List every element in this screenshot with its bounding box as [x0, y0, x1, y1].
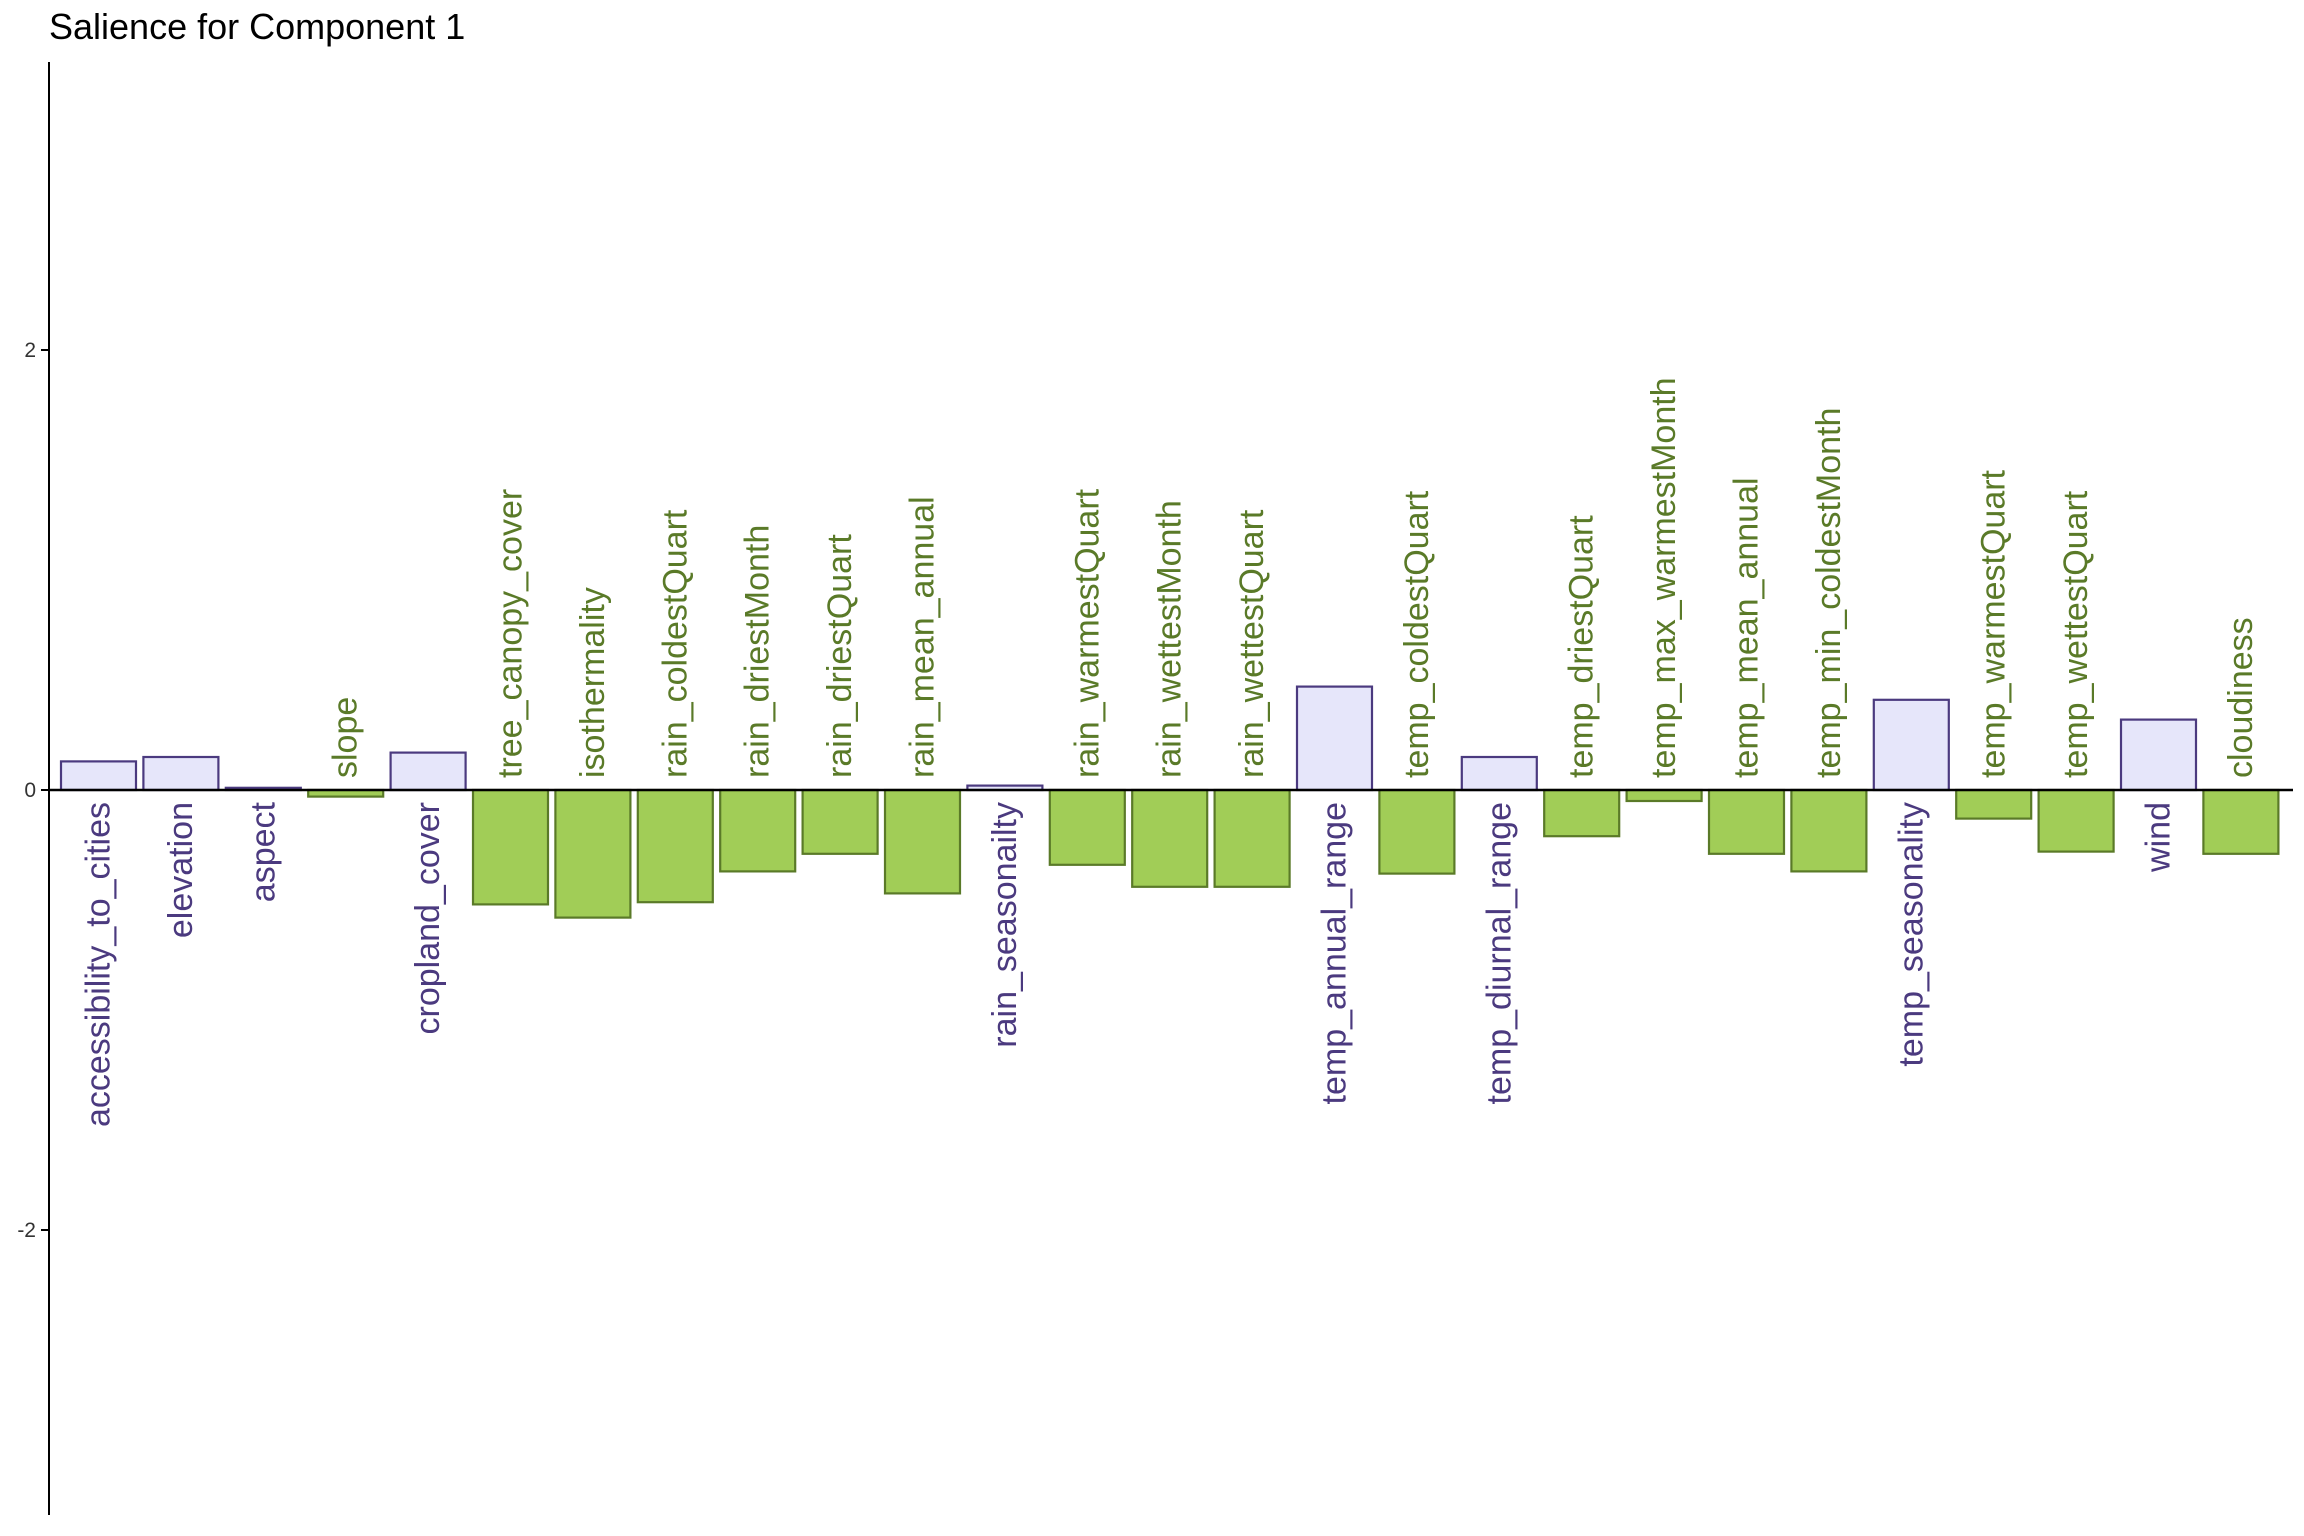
bar-label-elevation: elevation — [162, 802, 200, 938]
bar-label-temp_annual_range: temp_annual_range — [1316, 802, 1354, 1104]
bar-elevation — [142, 755, 220, 792]
bar-labels: accessibility_to_cities elevation aspect sl… — [80, 377, 2260, 1127]
bar-temp_wettestQuart — [2037, 788, 2115, 853]
bar-label-rain_warmestQuart: rain_warmestQuart — [1068, 488, 1106, 778]
bar-wind — [2119, 718, 2198, 792]
bar-label-aspect: aspect — [244, 801, 282, 902]
bar-label-temp_wettestQuart: temp_wettestQuart — [2057, 490, 2095, 778]
bar-rain_wettestQuart — [1213, 788, 1291, 888]
bar-tree_canopy_cover — [471, 788, 550, 906]
bar-rain_driestQuart — [801, 788, 879, 855]
bar-label-slope: slope — [327, 697, 365, 778]
bar-cropland_cover — [389, 751, 467, 792]
bar-label-temp_diurnal_range: temp_diurnal_range — [1480, 802, 1518, 1104]
y-tick-label: 0 — [24, 779, 36, 802]
bar-rain_coldestQuart — [636, 788, 714, 904]
bar-label-accessibility_to_cities: accessibility_to_cities — [80, 802, 118, 1127]
bar-label-temp_seasonality: temp_seasonality — [1892, 802, 1930, 1067]
bar-label-isothermality: isothermality — [574, 587, 612, 778]
bar-label-rain_wettestQuart: rain_wettestQuart — [1233, 509, 1271, 778]
bar-label-wind: wind — [2140, 802, 2178, 873]
y-tick-label: -2 — [17, 1219, 36, 1242]
bar-label-temp_min_coldestMonth: temp_min_coldestMonth — [1810, 408, 1848, 778]
bar-label-temp_warmestQuart: temp_warmestQuart — [1975, 469, 2013, 778]
bar-cloudiness — [2202, 788, 2280, 855]
bar-label-cropland_cover: cropland_cover — [409, 802, 447, 1034]
bar-rain_wettestMonth — [1131, 788, 1209, 888]
bar-temp_driestQuart — [1543, 788, 1621, 838]
bar-label-cloudiness: cloudiness — [2222, 617, 2260, 778]
bar-temp_annual_range — [1295, 685, 1374, 792]
bar-temp_min_coldestMonth — [1790, 788, 1868, 873]
bar-label-temp_driestQuart: temp_driestQuart — [1563, 515, 1601, 778]
bar-label-temp_max_warmestMonth: temp_max_warmestMonth — [1645, 377, 1683, 778]
bar-label-temp_coldestQuart: temp_coldestQuart — [1398, 490, 1436, 778]
bar-rain_driestMonth — [719, 788, 797, 873]
bar-isothermality — [554, 788, 632, 919]
bar-temp_max_warmestMonth — [1625, 788, 1703, 803]
bar-temp_diurnal_range — [1460, 755, 1538, 792]
bar-temp_seasonality — [1872, 698, 1950, 792]
y-tick-label: 2 — [24, 339, 36, 362]
bar-rain_mean_annual — [883, 788, 962, 895]
bar-label-rain_driestMonth: rain_driestMonth — [739, 525, 777, 778]
bar-label-temp_mean_annual: temp_mean_annual — [1728, 477, 1766, 778]
bar-label-rain_wettestMonth: rain_wettestMonth — [1151, 500, 1189, 778]
bar-label-rain_driestQuart: rain_driestQuart — [821, 534, 859, 778]
bar-label-rain_seasonailty: rain_seasonailty — [986, 802, 1024, 1048]
bar-temp_mean_annual — [1707, 788, 1786, 855]
bar-accessibility_to_cities — [59, 760, 138, 792]
bar-label-tree_canopy_cover: tree_canopy_cover — [492, 489, 530, 778]
bar-rain_warmestQuart — [1048, 788, 1126, 866]
axes: 2 0 -2 — [17, 62, 50, 1515]
bar-temp_coldestQuart — [1378, 788, 1456, 875]
chart-title: Salience for Component 1 — [49, 6, 466, 47]
bar-label-rain_coldestQuart: rain_coldestQuart — [656, 509, 694, 778]
bar-label-rain_mean_annual: rain_mean_annual — [904, 496, 942, 778]
bar-temp_warmestQuart — [1955, 788, 2033, 820]
